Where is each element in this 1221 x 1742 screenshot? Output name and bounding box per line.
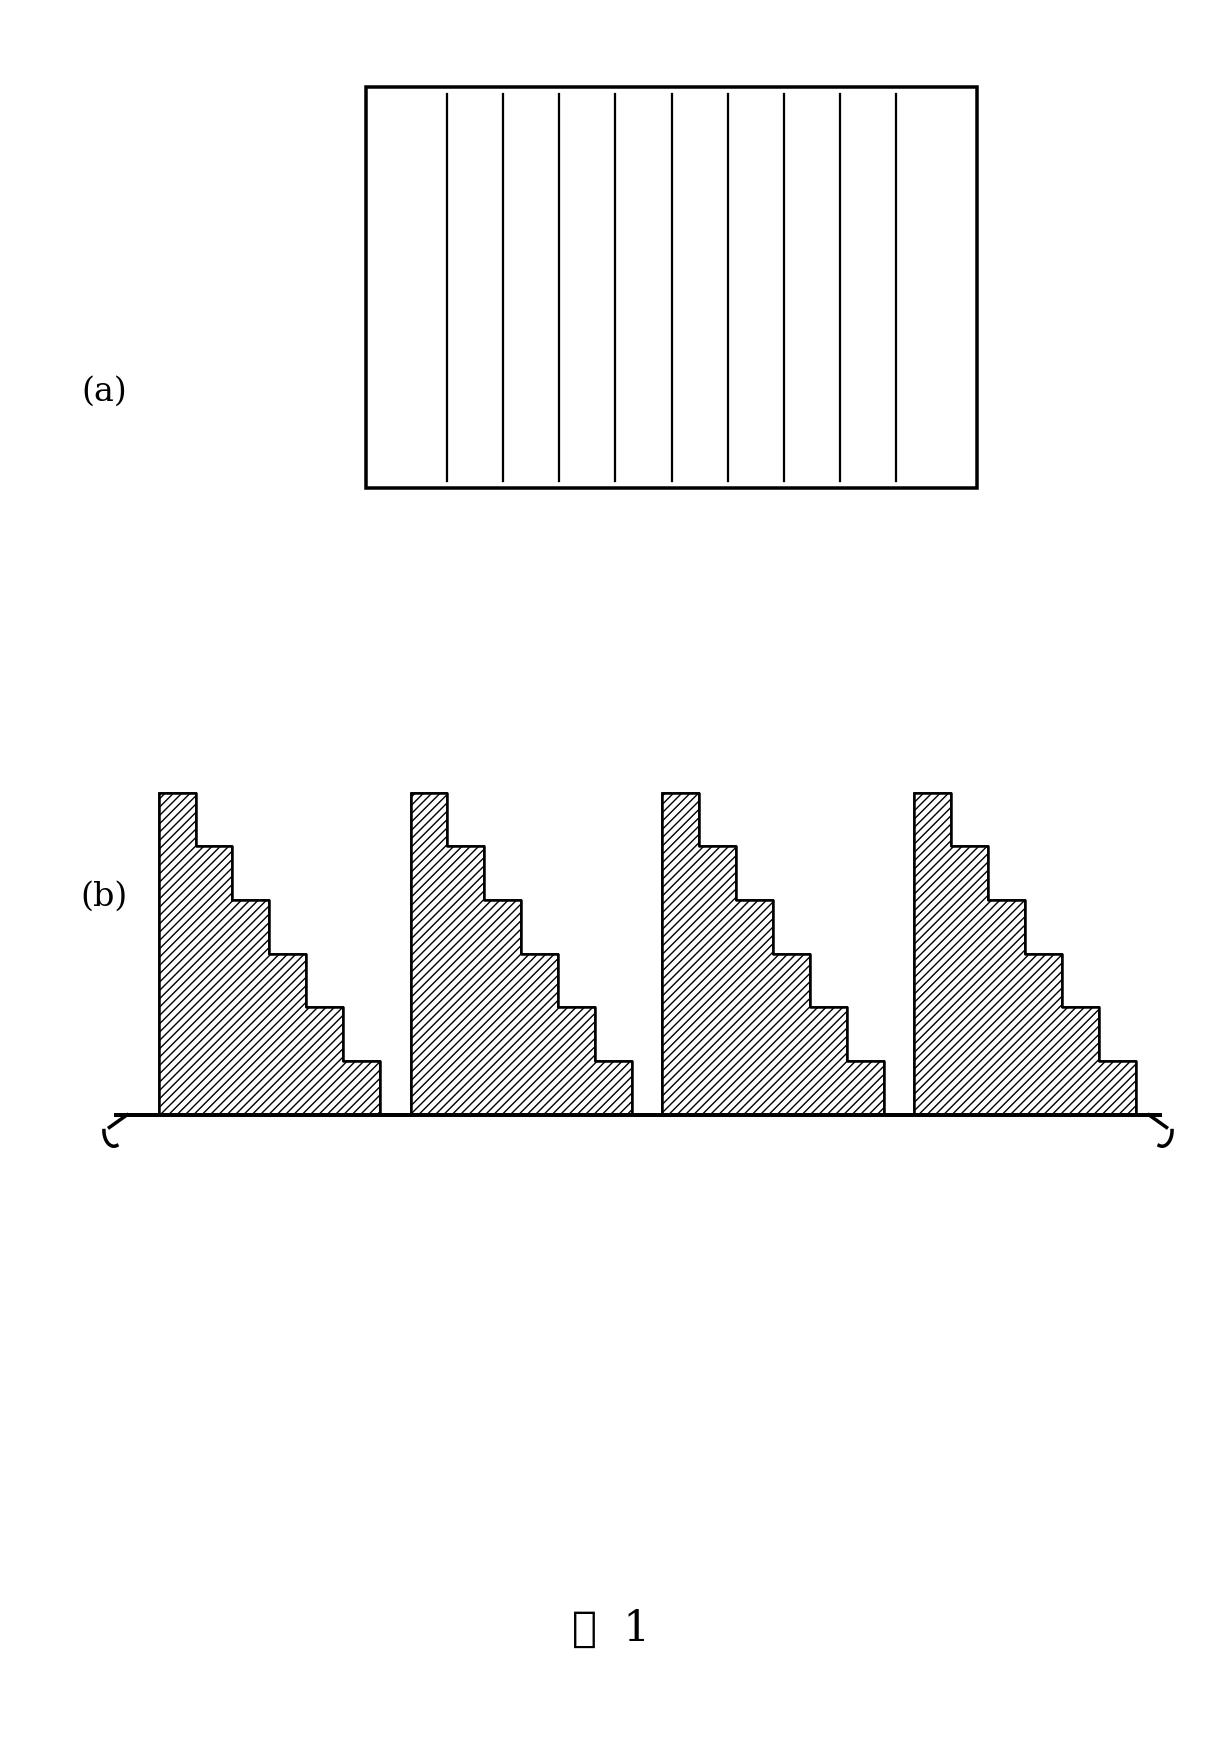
Text: 图  1: 图 1	[571, 1608, 650, 1650]
Polygon shape	[662, 793, 884, 1115]
Polygon shape	[159, 793, 380, 1115]
Text: (a): (a)	[81, 376, 127, 408]
Polygon shape	[915, 793, 1136, 1115]
Polygon shape	[410, 793, 632, 1115]
Polygon shape	[662, 793, 884, 1115]
Bar	[366, 87, 977, 488]
Polygon shape	[915, 793, 1136, 1115]
Text: (b): (b)	[81, 881, 127, 913]
Polygon shape	[159, 793, 380, 1115]
Polygon shape	[410, 793, 632, 1115]
